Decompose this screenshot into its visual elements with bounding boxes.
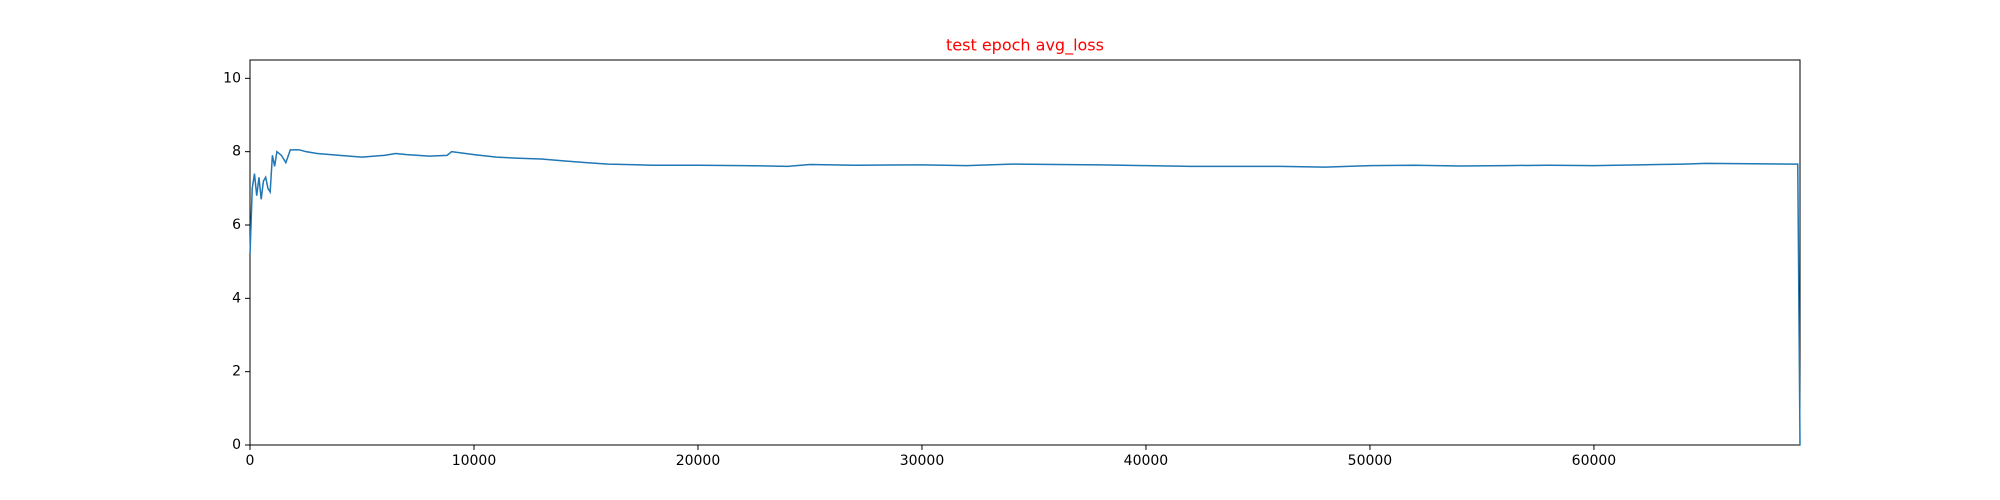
line-series (249, 149, 1801, 446)
x-tick-label: 0 (246, 453, 255, 469)
y-tick-label: 10 (223, 70, 241, 86)
x-tick-label: 60000 (1572, 453, 1617, 469)
chart-title: test epoch avg_loss (946, 36, 1104, 56)
y-tick-label: 8 (232, 144, 241, 160)
y-tick-label: 4 (232, 290, 241, 306)
x-tick-label: 50000 (1348, 453, 1393, 469)
x-tick-label: 40000 (1124, 453, 1169, 469)
x-tick-label: 10000 (452, 453, 497, 469)
y-tick-label: 0 (232, 437, 241, 453)
y-tick-label: 2 (232, 364, 241, 380)
x-tick-label: 20000 (676, 453, 721, 469)
plot-frame (249, 59, 1801, 446)
y-tick-label: 6 (232, 217, 241, 233)
x-tick-label: 30000 (900, 453, 945, 469)
